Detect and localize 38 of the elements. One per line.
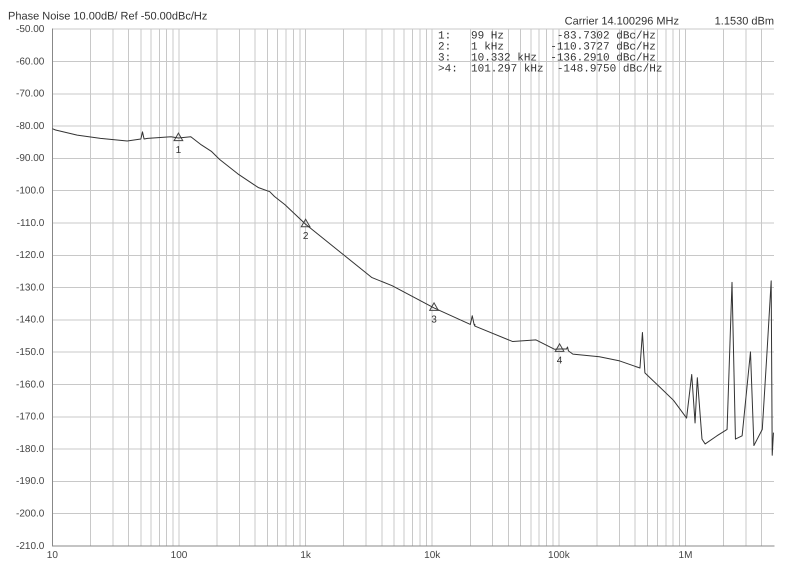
y-tick-label: -90.00	[16, 153, 45, 164]
annotation: 4	[556, 356, 563, 367]
annotation: 1	[176, 144, 182, 156]
text: Carrier 14.100296 MHz	[564, 16, 679, 28]
chart-title: Phase Noise 10.00dB/ Ref -50.00dBc/Hz	[8, 10, 208, 23]
x-tick-label: 1M	[678, 550, 692, 561]
y-tick-label: -100.0	[16, 185, 45, 196]
x-tick-label: 10	[46, 550, 58, 561]
annotation: 2: 1 kHz -110.3727 dBc/Hz	[438, 42, 656, 54]
y-tick-label: -190.0	[16, 476, 45, 488]
y-tick-label: -170.0	[16, 412, 45, 423]
y-tick-label: -130.0	[16, 282, 45, 294]
annotation: 3: 10.332 kHz -136.2910 dBc/Hz	[438, 52, 656, 65]
y-tick-label: -50.00	[16, 24, 45, 35]
annotation: 2	[302, 230, 309, 242]
x-tick-label: 10k	[424, 550, 442, 561]
y-tick-label: -140.0	[16, 314, 45, 326]
y-tick-label: -70.00	[16, 88, 45, 100]
y-tick-label: -80.00	[16, 120, 45, 132]
x-tick-label: 100	[170, 550, 188, 561]
y-tick-label: -110.0	[16, 218, 45, 229]
y-tick-label: -180.0	[16, 444, 45, 455]
y-tick-label: -200.0	[16, 508, 45, 520]
y-tick-label: -120.0	[16, 250, 45, 262]
y-tick-label: -160.0	[16, 379, 45, 390]
text: 1.1530 dBm	[714, 16, 774, 28]
y-tick-label: -210.0	[16, 540, 45, 552]
x-tick-label: 1k	[300, 550, 312, 561]
point	[174, 132, 184, 142]
point	[429, 302, 439, 311]
annotation: 3	[431, 314, 438, 326]
y-tick-label: -60.00	[16, 56, 45, 68]
annotation: 1: 99 Hz -83.7302 dBc/Hz	[438, 30, 656, 43]
y-tick-label: -150.0	[16, 346, 45, 358]
annotation: >4: 101.297 kHz -148.9750 dBc/Hz	[438, 64, 662, 76]
point	[554, 343, 564, 352]
x-tick-label: 100k	[548, 550, 571, 561]
point	[300, 218, 310, 228]
